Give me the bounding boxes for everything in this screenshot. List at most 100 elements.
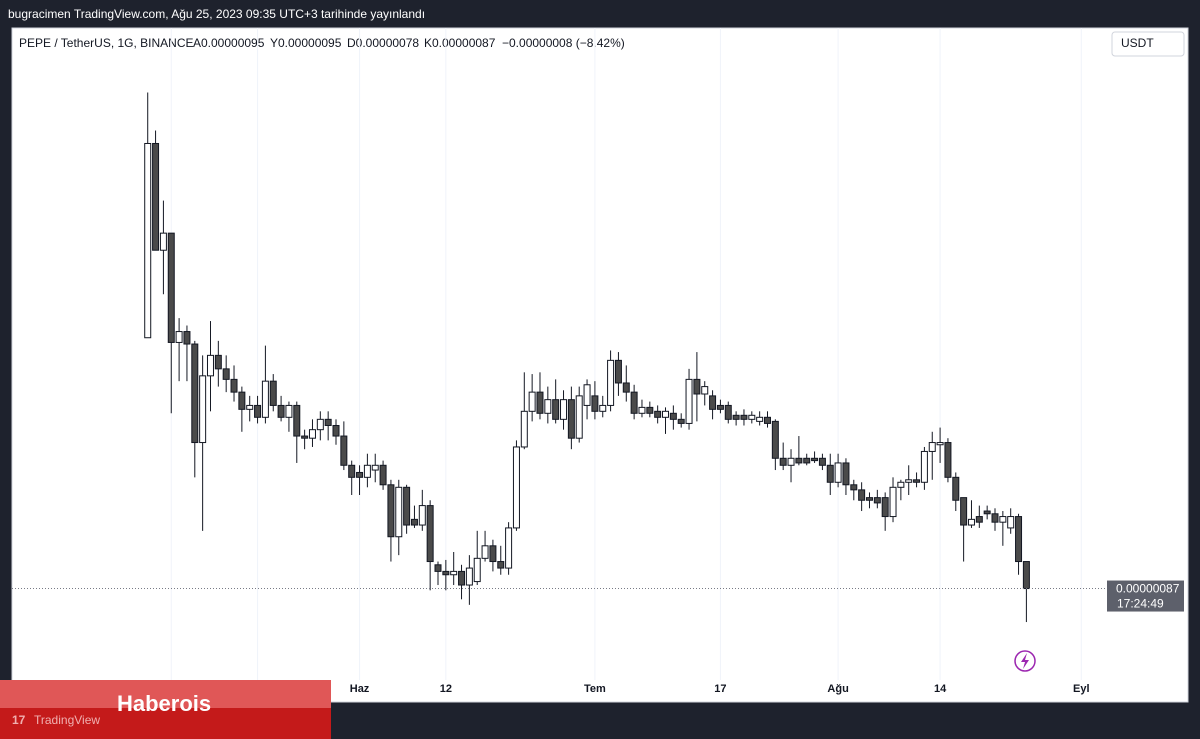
candle-body (685, 378, 693, 424)
candle-body (826, 464, 834, 483)
candle-body (834, 462, 842, 483)
candle-body (403, 486, 411, 526)
candle-body (999, 516, 1007, 523)
candle-body (889, 486, 897, 518)
candle-body (214, 354, 222, 370)
candle-body (920, 450, 928, 483)
candle-body (732, 414, 740, 420)
candle-body (426, 505, 434, 563)
candle-body (607, 359, 615, 406)
candle-body (332, 424, 340, 437)
candle-body (371, 464, 379, 471)
candle-body (795, 457, 803, 464)
candle-body (465, 567, 473, 586)
candle-body (379, 464, 387, 486)
candle-body (740, 414, 748, 420)
candle-body (858, 489, 866, 501)
candle-body (206, 354, 214, 377)
banner-bottom (0, 708, 331, 739)
candle-body (191, 343, 199, 444)
candle-body (450, 570, 458, 576)
candle-body (159, 232, 167, 251)
candle-body (716, 404, 724, 410)
countdown: 17:24:49 (1117, 597, 1164, 611)
candle-body (850, 484, 858, 491)
candle-body (458, 570, 466, 586)
candle-body (1015, 516, 1023, 563)
candle-body (928, 442, 936, 452)
x-tick-label: 14 (934, 683, 947, 695)
candle-body (944, 442, 952, 478)
candle-body (936, 442, 944, 446)
candle-body (771, 420, 779, 459)
candle-body (340, 435, 348, 466)
candle-body (152, 142, 160, 251)
candle-body (897, 481, 905, 488)
x-tick-label: Tem (584, 683, 606, 695)
candle-body (905, 479, 913, 483)
candle-body (975, 516, 983, 523)
candle-body (630, 391, 638, 414)
candle-body (787, 457, 795, 466)
candle-body (167, 232, 175, 343)
currency-label[interactable]: USDT (1121, 36, 1154, 50)
candle-body (434, 564, 442, 572)
price-label-box (1107, 580, 1184, 612)
candle-body (418, 505, 426, 526)
candle-body (505, 527, 513, 569)
candle-body (677, 418, 685, 424)
candle-body (316, 418, 324, 431)
event-icon[interactable] (1014, 650, 1036, 672)
candle-body (865, 497, 873, 501)
candle-body (952, 476, 960, 501)
legend-close: K0.00000087 (424, 36, 496, 50)
candle-body (701, 386, 709, 395)
candle-body (512, 446, 520, 529)
candle-body (1022, 561, 1030, 590)
candle-body (991, 513, 999, 523)
candle-body (481, 545, 489, 559)
candle-body (960, 497, 968, 526)
candle-body (536, 391, 544, 414)
candle-body (803, 457, 811, 464)
price-label: 0.00000087 (1116, 582, 1180, 596)
publisher-line: bugracimen TradingView.com, Ağu 25, 2023… (8, 7, 425, 21)
candle-body (183, 331, 191, 345)
candle-body (983, 510, 991, 515)
candle-body (575, 395, 583, 439)
candle-body (489, 545, 497, 563)
candle-body (756, 416, 764, 422)
candle-body (144, 142, 152, 339)
candle-body (842, 462, 850, 486)
banner-top (0, 680, 331, 708)
candle-body (967, 518, 975, 526)
currency-button[interactable] (1111, 31, 1185, 57)
candle-body (599, 404, 607, 412)
chart-panel (11, 27, 1189, 703)
legend-open: A0.00000095 (193, 36, 265, 50)
candle-body (873, 497, 881, 504)
candle-body (230, 378, 238, 393)
candle-body (363, 464, 371, 478)
event-bolt (1021, 653, 1029, 669)
candle-body (175, 331, 183, 343)
candle-body (591, 395, 599, 412)
x-tick-label: Ağu (827, 683, 848, 695)
candle-body (638, 406, 646, 414)
candle-body (818, 457, 826, 466)
x-tick-label: Eyl (1073, 683, 1090, 695)
candle-body (410, 518, 418, 526)
candle-body (1007, 516, 1015, 529)
candle-body (293, 404, 301, 437)
candle-body (811, 457, 819, 462)
candle-body (308, 429, 316, 439)
candle-body (285, 404, 293, 418)
x-tick-label: 17 (714, 683, 726, 695)
candle-body (779, 457, 787, 466)
candle-body (567, 399, 575, 439)
candle-body (199, 375, 207, 444)
candle-body (395, 486, 403, 538)
candle-body (654, 410, 662, 418)
candle-body (356, 471, 364, 478)
candle-body (622, 382, 630, 393)
